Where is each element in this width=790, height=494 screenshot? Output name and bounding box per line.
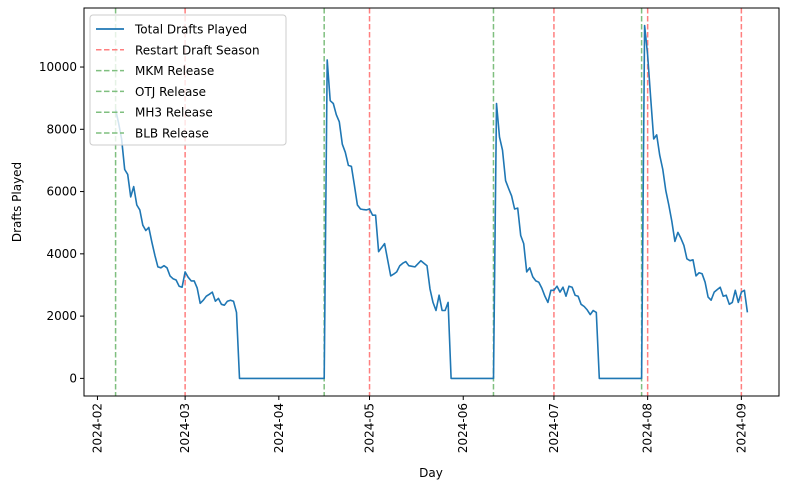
y-axis-ticks: 0 2000 4000 6000 8000 10000: [39, 60, 84, 385]
y-tick-label: 2000: [46, 309, 77, 323]
x-tick-label: 2024-06: [456, 403, 470, 453]
x-axis-ticks: 2024-02 2024-03 2024-04 2024-05 2024-06 2024-…: [90, 396, 748, 453]
x-axis-label: Day: [419, 466, 443, 480]
x-tick-label: 2024-09: [734, 403, 748, 453]
legend-label: OTJ Release: [135, 85, 206, 99]
y-tick-label: 10000: [39, 60, 77, 74]
x-tick-label: 2024-05: [363, 403, 377, 453]
legend-label: MH3 Release: [135, 106, 213, 120]
legend-label: Restart Draft Season: [135, 43, 260, 57]
y-axis-label: Drafts Played: [10, 162, 24, 242]
legend-label: MKM Release: [135, 64, 214, 78]
x-tick-label: 2024-08: [641, 403, 655, 453]
x-tick-label: 2024-07: [547, 403, 561, 453]
y-tick-label: 0: [69, 371, 77, 385]
x-tick-label: 2024-02: [90, 403, 104, 453]
y-tick-label: 4000: [46, 247, 77, 261]
legend: Total Drafts Played Restart Draft Season M…: [90, 15, 286, 145]
legend-label: BLB Release: [135, 127, 209, 141]
x-tick-label: 2024-03: [178, 403, 192, 453]
legend-label: Total Drafts Played: [134, 23, 247, 37]
y-tick-label: 6000: [46, 185, 77, 199]
y-tick-label: 8000: [46, 122, 77, 136]
x-tick-label: 2024-04: [272, 403, 286, 453]
